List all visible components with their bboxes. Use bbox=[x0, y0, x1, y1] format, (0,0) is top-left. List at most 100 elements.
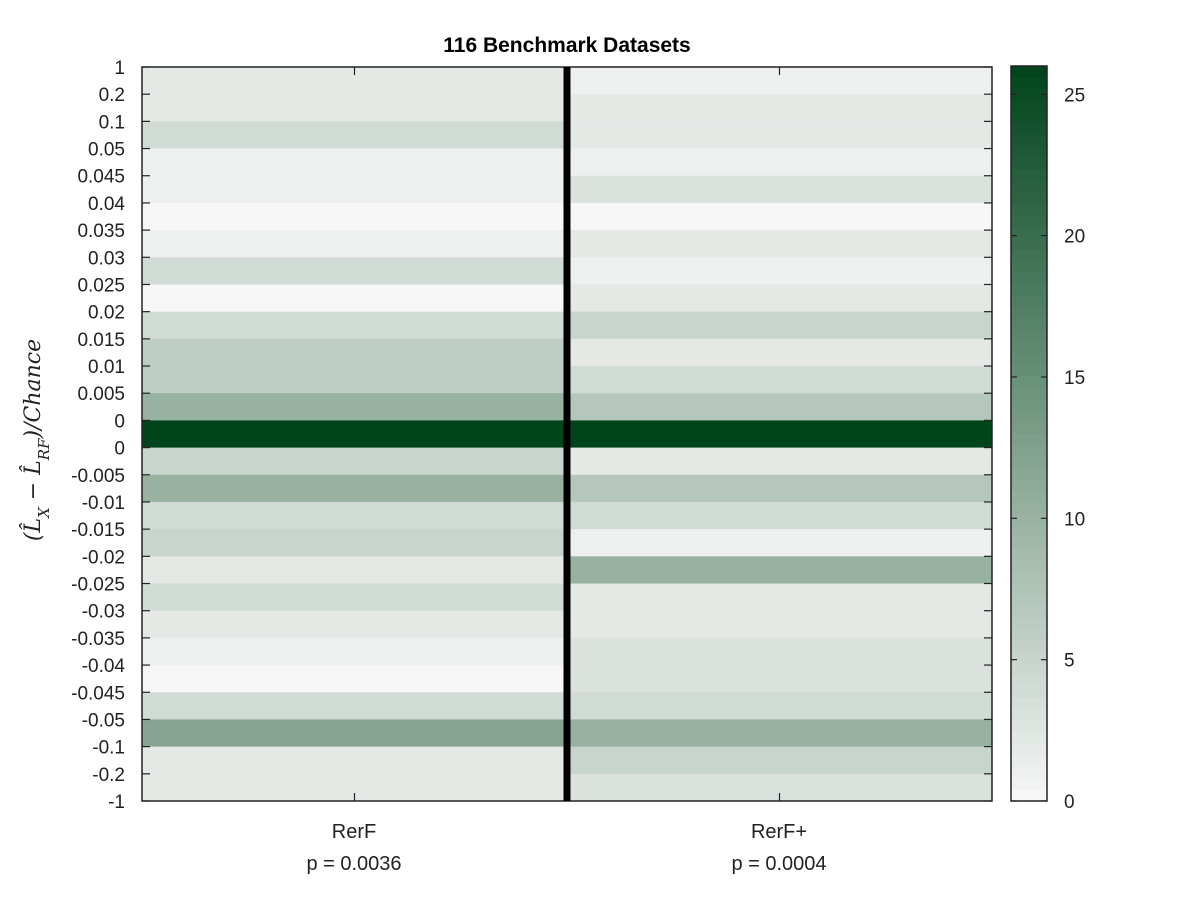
colorbar-step bbox=[1011, 88, 1047, 101]
colorbar-step bbox=[1011, 755, 1047, 768]
heatmap-cell bbox=[142, 393, 568, 421]
colorbar-step bbox=[1011, 100, 1047, 113]
colorbar-step bbox=[1011, 364, 1047, 377]
colorbar-step bbox=[1011, 307, 1047, 320]
colorbar-step bbox=[1011, 456, 1047, 469]
heatmap-cell bbox=[567, 284, 993, 313]
y-tick-label: -0.025 bbox=[71, 575, 125, 596]
colorbar-step bbox=[1011, 376, 1047, 389]
heatmap-cell bbox=[142, 338, 568, 367]
colorbar-step bbox=[1011, 146, 1047, 159]
y-tick-label: 0 bbox=[114, 439, 125, 460]
colorbar-step bbox=[1011, 77, 1047, 90]
colorbar-step bbox=[1011, 789, 1047, 802]
y-tick-label: -0.01 bbox=[82, 493, 125, 514]
colorbar-step bbox=[1011, 295, 1047, 308]
colorbar-step bbox=[1011, 663, 1047, 676]
colorbar-step bbox=[1011, 502, 1047, 515]
heatmap-cell bbox=[567, 637, 993, 666]
heatmap-cell bbox=[142, 746, 568, 775]
colorbar-step bbox=[1011, 66, 1047, 78]
colorbar-step bbox=[1011, 571, 1047, 584]
y-tick-label: 0.025 bbox=[77, 275, 125, 296]
y-tick-label: 0.035 bbox=[77, 221, 125, 242]
heatmap-cell bbox=[142, 121, 568, 150]
y-tick-label: 0.005 bbox=[77, 384, 125, 405]
p-value-rerf-plus: p = 0.0004 bbox=[731, 853, 826, 875]
y-tick-label: -0.035 bbox=[71, 629, 125, 650]
colorbar-step bbox=[1011, 778, 1047, 791]
y-tick-label: 0.1 bbox=[99, 112, 125, 133]
y-tick-label: 0.04 bbox=[88, 194, 125, 215]
colorbar-step bbox=[1011, 192, 1047, 205]
colorbar-step bbox=[1011, 651, 1047, 664]
heatmap-cell bbox=[142, 501, 568, 530]
colorbar-step bbox=[1011, 341, 1047, 354]
heatmap-cell bbox=[567, 501, 993, 530]
y-tick-label: 0.03 bbox=[88, 248, 125, 269]
colorbar-step bbox=[1011, 399, 1047, 412]
colorbar-step bbox=[1011, 134, 1047, 147]
colorbar-step bbox=[1011, 720, 1047, 733]
colorbar-step bbox=[1011, 123, 1047, 136]
colorbar-step bbox=[1011, 272, 1047, 285]
colorbar-step bbox=[1011, 697, 1047, 710]
y-tick-label: -0.045 bbox=[71, 683, 125, 704]
y-tick-label: -0.05 bbox=[82, 710, 125, 731]
heatmap-cell bbox=[142, 311, 568, 340]
heatmap-cell bbox=[142, 202, 568, 231]
heatmap-cell bbox=[567, 338, 993, 367]
plot-frame: 0 5 10 15 20 25 bbox=[141, 65, 1085, 813]
colorbar-tick-label: 10 bbox=[1064, 509, 1085, 530]
chart-title: 116 Benchmark Datasets bbox=[443, 34, 690, 57]
y-tick-label: 0.02 bbox=[88, 303, 125, 324]
heatmap-cell bbox=[142, 366, 568, 394]
colorbar-step bbox=[1011, 433, 1047, 446]
heatmap-cell bbox=[142, 474, 568, 503]
colorbar-step bbox=[1011, 513, 1047, 526]
colorbar-tick-label: 15 bbox=[1064, 368, 1085, 389]
heatmap-cell bbox=[142, 148, 568, 177]
y-tick-label: -0.015 bbox=[71, 520, 125, 541]
heatmap-cell bbox=[567, 94, 993, 122]
colorbar-step bbox=[1011, 766, 1047, 779]
colorbar-step bbox=[1011, 249, 1047, 262]
heatmap-cell bbox=[142, 284, 568, 313]
colorbar-step bbox=[1011, 444, 1047, 457]
heatmap-cell bbox=[142, 447, 568, 476]
heatmap-cell bbox=[567, 366, 993, 394]
y-tick-label: -0.04 bbox=[82, 656, 126, 677]
colorbar-step bbox=[1011, 605, 1047, 618]
y-tick-label: 0.05 bbox=[88, 140, 125, 161]
colorbar-step bbox=[1011, 387, 1047, 400]
heatmap-cell bbox=[567, 719, 993, 748]
colorbar-tick-label: 5 bbox=[1064, 651, 1075, 672]
y-tick-label: -0.02 bbox=[82, 547, 125, 568]
heatmap-cell bbox=[142, 719, 568, 748]
heatmap-cell bbox=[567, 474, 993, 503]
heatmap-cell bbox=[567, 202, 993, 231]
colorbar-step bbox=[1011, 410, 1047, 423]
colorbar-step bbox=[1011, 353, 1047, 366]
colorbar-step bbox=[1011, 640, 1047, 653]
colorbar-step bbox=[1011, 467, 1047, 480]
heatmap-cell bbox=[567, 692, 993, 720]
heatmap-cell bbox=[567, 257, 993, 285]
heatmap-cell bbox=[142, 556, 568, 585]
y-tick-label: -0.03 bbox=[82, 602, 125, 623]
heatmap-cell bbox=[567, 420, 993, 449]
heatmap-cell bbox=[567, 148, 993, 177]
colorbar-step bbox=[1011, 261, 1047, 274]
colorbar-step bbox=[1011, 582, 1047, 595]
heatmap-cell bbox=[142, 94, 568, 122]
y-tick-label: 0 bbox=[114, 411, 125, 432]
y-tick-label: 0.2 bbox=[99, 85, 125, 106]
heatmap-cell bbox=[567, 583, 993, 612]
heatmap-cell bbox=[567, 447, 993, 476]
heatmap-cell bbox=[142, 692, 568, 720]
colorbar-step bbox=[1011, 215, 1047, 228]
heatmap-cell bbox=[567, 230, 993, 258]
heatmap-cell bbox=[142, 175, 568, 204]
heatmap-cell bbox=[142, 420, 568, 449]
colorbar-step bbox=[1011, 686, 1047, 699]
